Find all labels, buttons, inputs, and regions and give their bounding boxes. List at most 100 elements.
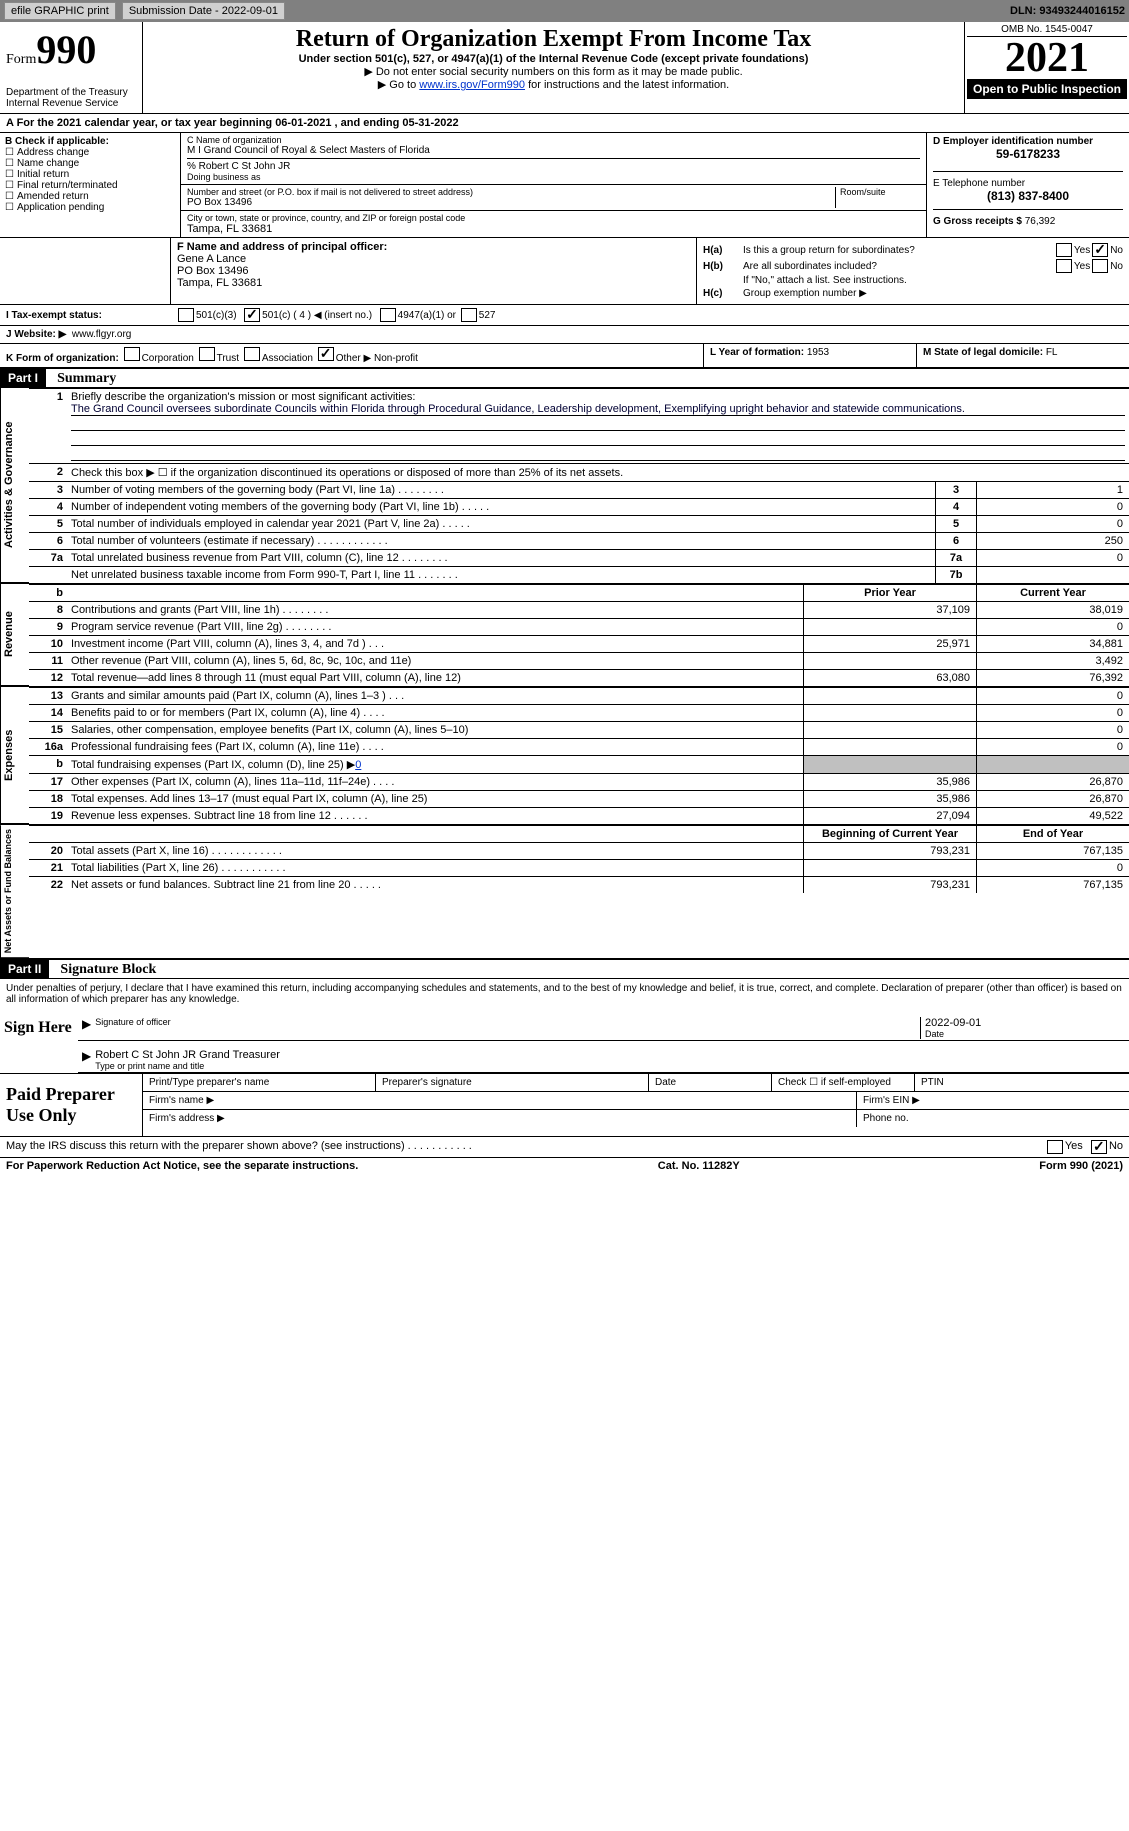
prep-ptin-label: PTIN	[915, 1074, 1129, 1091]
line20-prior: 793,231	[803, 843, 976, 859]
hb-label: Are all subordinates included?	[743, 261, 1054, 272]
firm-ein-label: Firm's EIN ▶	[857, 1092, 1129, 1109]
part2-header: Part II Signature Block	[0, 959, 1129, 979]
hc-label: Group exemption number ▶	[743, 288, 867, 299]
form-title: Return of Organization Exempt From Incom…	[147, 26, 960, 53]
ha-no-checkbox[interactable]	[1092, 243, 1108, 257]
line13-curr: 0	[976, 688, 1129, 704]
state-domicile: FL	[1046, 347, 1058, 358]
chk-4947[interactable]	[380, 308, 396, 322]
k-label: K Form of organization:	[6, 353, 119, 364]
line15-curr: 0	[976, 722, 1129, 738]
prep-date-label: Date	[649, 1074, 772, 1091]
form-number: 990	[36, 27, 96, 72]
chk-initial-return[interactable]: Initial return	[5, 169, 175, 180]
ha-yes-checkbox[interactable]	[1056, 243, 1072, 257]
sign-here-label: Sign Here	[0, 1009, 78, 1073]
g-receipts-label: G Gross receipts $	[933, 216, 1022, 227]
declaration-text: Under penalties of perjury, I declare th…	[0, 979, 1129, 1009]
room-label: Room/suite	[840, 187, 920, 197]
line11-prior	[803, 653, 976, 669]
line9-curr: 0	[976, 619, 1129, 635]
chk-other[interactable]	[318, 347, 334, 361]
tax-year: 2021	[967, 37, 1127, 79]
m-label: M State of legal domicile:	[923, 347, 1043, 358]
chk-trust[interactable]	[199, 347, 215, 361]
signer-name: Robert C St John JR Grand Treasurer	[95, 1049, 1125, 1061]
chk-name-change[interactable]: Name change	[5, 158, 175, 169]
i-label: I Tax-exempt status:	[6, 310, 176, 321]
chk-application-pending[interactable]: Application pending	[5, 202, 175, 213]
line19-curr: 49,522	[976, 808, 1129, 824]
line16b-prior-shaded	[803, 756, 976, 773]
line13-prior	[803, 688, 976, 704]
line15-text: Salaries, other compensation, employee b…	[67, 722, 803, 738]
hb-yes-checkbox[interactable]	[1056, 259, 1072, 273]
mission-text: The Grand Council oversees subordinate C…	[71, 403, 1125, 416]
net-assets-section: Net Assets or Fund Balances Beginning of…	[0, 825, 1129, 959]
chk-527[interactable]	[461, 308, 477, 322]
part1-title: Summary	[49, 369, 124, 388]
chk-final-return[interactable]: Final return/terminated	[5, 180, 175, 191]
line7a-text: Total unrelated business revenue from Pa…	[67, 550, 935, 566]
chk-address-change[interactable]: Address change	[5, 147, 175, 158]
line12-prior: 63,080	[803, 670, 976, 686]
revenue-section: Revenue bPrior YearCurrent Year 8Contrib…	[0, 584, 1129, 687]
line7b-text: Net unrelated business taxable income fr…	[67, 567, 935, 583]
firm-addr-label: Firm's address ▶	[143, 1110, 857, 1127]
line16b-value[interactable]: 0	[355, 759, 361, 771]
j-label: J Website: ▶	[6, 329, 66, 340]
submission-date-label: Submission Date - 2022-09-01	[122, 2, 285, 20]
line17-curr: 26,870	[976, 774, 1129, 790]
firm-phone-label: Phone no.	[857, 1110, 1129, 1127]
year-formation: 1953	[807, 347, 829, 358]
dept-label: Department of the Treasury Internal Reve…	[6, 87, 136, 109]
expenses-section: Expenses 13Grants and similar amounts pa…	[0, 687, 1129, 825]
chk-corporation[interactable]	[124, 347, 140, 361]
current-year-header: Current Year	[976, 585, 1129, 601]
may-irs-yes-checkbox[interactable]	[1047, 1140, 1063, 1154]
may-irs-no-checkbox[interactable]	[1091, 1140, 1107, 1154]
klm-row: K Form of organization: Corporation Trus…	[0, 344, 1129, 368]
hb-no-checkbox[interactable]	[1092, 259, 1108, 273]
line5-text: Total number of individuals employed in …	[67, 516, 935, 532]
hb-tag: H(b)	[703, 261, 743, 272]
sign-here-section: Sign Here Signature of officer 2022-09-0…	[0, 1009, 1129, 1073]
prep-sig-label: Preparer's signature	[376, 1074, 649, 1091]
activities-governance-section: Activities & Governance 1 Briefly descri…	[0, 388, 1129, 584]
chk-association[interactable]	[244, 347, 260, 361]
form-subtitle: Under section 501(c), 527, or 4947(a)(1)…	[147, 53, 960, 65]
line8-curr: 38,019	[976, 602, 1129, 618]
firm-name-label: Firm's name ▶	[143, 1092, 857, 1109]
may-irs-discuss-row: May the IRS discuss this return with the…	[0, 1136, 1129, 1157]
chk-amended-return[interactable]: Amended return	[5, 191, 175, 202]
line9-text: Program service revenue (Part VIII, line…	[67, 619, 803, 635]
gross-receipts-value: 76,392	[1025, 216, 1056, 227]
line6-text: Total number of volunteers (estimate if …	[67, 533, 935, 549]
chk-501c[interactable]	[244, 308, 260, 322]
line13-text: Grants and similar amounts paid (Part IX…	[67, 688, 803, 704]
chk-501c3[interactable]	[178, 308, 194, 322]
line10-text: Investment income (Part VIII, column (A)…	[67, 636, 803, 652]
line4-text: Number of independent voting members of …	[67, 499, 935, 515]
b-label: B Check if applicable:	[5, 136, 175, 147]
form990-link[interactable]: www.irs.gov/Form990	[419, 79, 525, 91]
line14-curr: 0	[976, 705, 1129, 721]
line1-label: Briefly describe the organization's miss…	[71, 391, 1125, 403]
efile-print-button[interactable]: efile GRAPHIC print	[4, 2, 116, 20]
part1-tag: Part I	[0, 369, 46, 387]
ha-tag: H(a)	[703, 245, 743, 256]
l-label: L Year of formation:	[710, 347, 804, 358]
part2-title: Signature Block	[52, 960, 164, 979]
care-of: % Robert C St John JR	[187, 158, 920, 172]
line4-value: 0	[976, 499, 1129, 515]
may-irs-text: May the IRS discuss this return with the…	[6, 1140, 1045, 1154]
line16a-curr: 0	[976, 739, 1129, 755]
page-footer: For Paperwork Reduction Act Notice, see …	[0, 1157, 1129, 1174]
toolbar: efile GRAPHIC print Submission Date - 20…	[0, 0, 1129, 22]
website-value: www.flgyr.org	[72, 329, 131, 340]
line16a-prior	[803, 739, 976, 755]
instructions-link-line: ▶ Go to www.irs.gov/Form990 for instruct…	[147, 78, 960, 91]
i-tax-exempt-row: I Tax-exempt status: 501(c)(3) 501(c) ( …	[0, 305, 1129, 326]
line11-text: Other revenue (Part VIII, column (A), li…	[67, 653, 803, 669]
